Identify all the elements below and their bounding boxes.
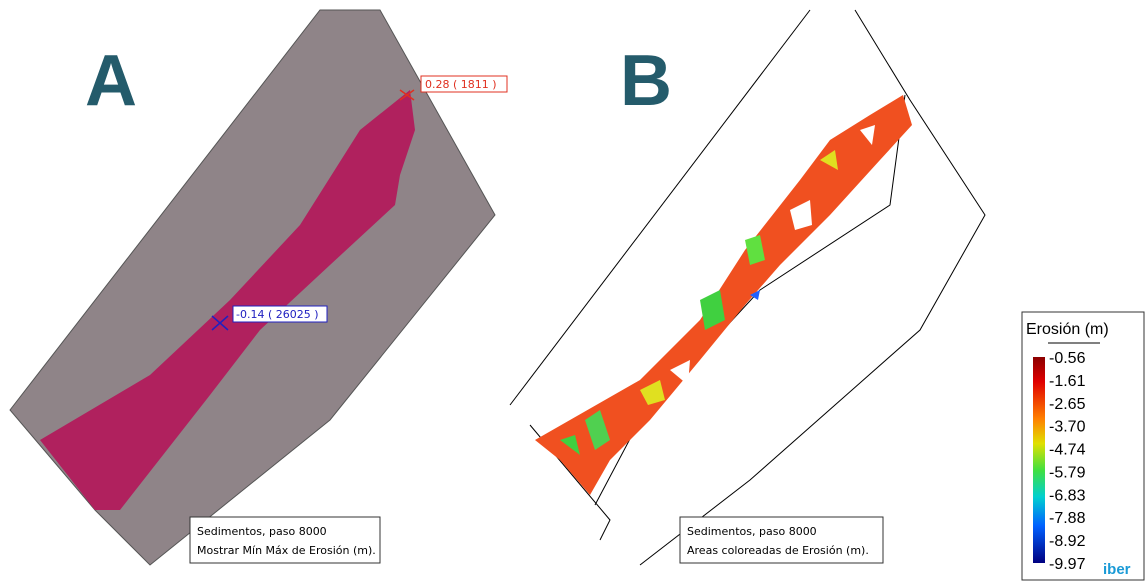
legend-label: -5.79	[1049, 464, 1086, 481]
legend-label: -1.61	[1049, 373, 1086, 390]
panel-label: B	[620, 41, 672, 121]
figure: A 0.28 ( 1811 ) -0.14 ( 26025 ) Sediment…	[0, 0, 1147, 583]
info-line: Sedimentos, paso 8000	[687, 525, 817, 538]
color-bar	[1033, 357, 1045, 563]
outline	[640, 10, 985, 565]
annotation: -0.14 ( 26025 )	[236, 308, 319, 321]
panel-label: A	[85, 41, 137, 121]
legend-title: Erosión (m)	[1026, 321, 1109, 338]
legend-label: -3.70	[1049, 419, 1086, 436]
legend-label: -2.65	[1049, 396, 1086, 413]
legend-label: -9.97	[1049, 556, 1086, 573]
logo: iber	[1103, 561, 1131, 578]
info-line: Sedimentos, paso 8000	[197, 525, 327, 538]
info-line: Areas coloreadas de Erosión (m).	[687, 544, 869, 557]
annotation: 0.28 ( 1811 )	[425, 78, 497, 91]
info-line: Mostrar Mín Máx de Erosión (m).	[197, 544, 376, 557]
legend-label: -0.56	[1049, 350, 1086, 367]
legend-label: -4.74	[1049, 442, 1086, 459]
legend-label: -7.88	[1049, 510, 1086, 527]
legend-label: -6.83	[1049, 487, 1086, 504]
legend-label: -8.92	[1049, 533, 1086, 550]
